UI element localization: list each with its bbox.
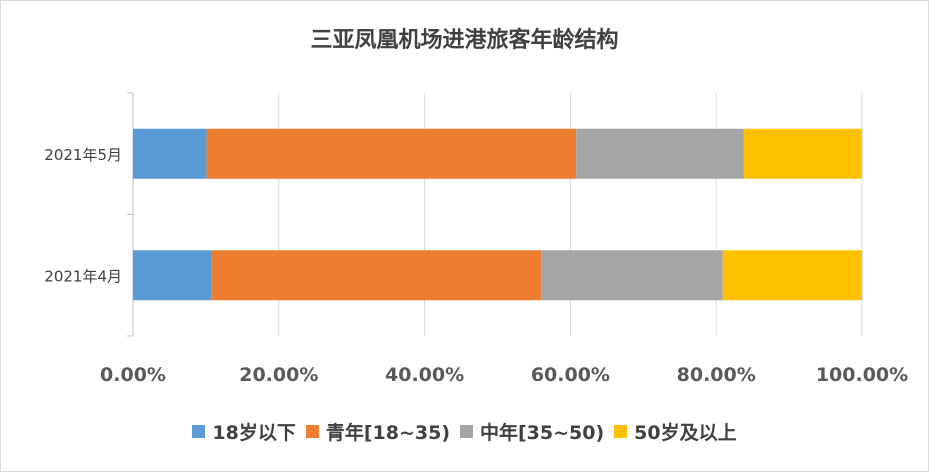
legend-swatch bbox=[614, 425, 628, 438]
legend: 18岁以下 青年[18~35) 中年[35~50) 50岁及以上 bbox=[0, 418, 929, 445]
x-tick-label: 0.00% bbox=[100, 364, 166, 386]
legend-item: 青年[18~35) bbox=[305, 418, 450, 445]
legend-item: 18岁以下 bbox=[192, 418, 296, 445]
legend-item: 中年[35~50) bbox=[460, 418, 604, 445]
category-label: 2021年4月 bbox=[44, 267, 122, 285]
bar-segment bbox=[206, 128, 577, 179]
bar-segment bbox=[541, 250, 723, 301]
x-tick-label: 100.00% bbox=[816, 364, 908, 386]
x-tick-label: 80.00% bbox=[677, 364, 756, 386]
legend-swatch bbox=[192, 425, 206, 438]
bar-segment bbox=[133, 250, 212, 301]
x-tick-label: 40.00% bbox=[385, 364, 464, 386]
x-tick-label: 60.00% bbox=[531, 364, 610, 386]
legend-label: 中年[35~50) bbox=[480, 422, 605, 444]
y-axis-categories: 2021年5月 2021年4月 bbox=[44, 146, 122, 286]
bar-segment bbox=[576, 128, 744, 179]
legend-swatch bbox=[460, 425, 473, 438]
bar-segment bbox=[211, 250, 542, 301]
legend-swatch bbox=[305, 425, 319, 438]
bar-segment bbox=[743, 128, 862, 179]
bars bbox=[133, 128, 862, 301]
x-tick-label: 20.00% bbox=[239, 364, 318, 386]
legend-label: 18岁以下 bbox=[212, 422, 296, 444]
bar-segment bbox=[722, 250, 862, 301]
category-label: 2021年5月 bbox=[44, 146, 122, 164]
legend-label: 青年[18~35) bbox=[325, 422, 450, 444]
bar-segment bbox=[133, 128, 207, 179]
chart-title: 三亚凤凰机场进港旅客年龄结构 bbox=[310, 28, 619, 53]
legend-label: 50岁及以上 bbox=[634, 422, 737, 444]
x-axis-ticks: 0.00% 20.00% 40.00% 60.00% 80.00% 100.00% bbox=[100, 364, 908, 386]
legend-item: 50岁及以上 bbox=[614, 418, 737, 445]
